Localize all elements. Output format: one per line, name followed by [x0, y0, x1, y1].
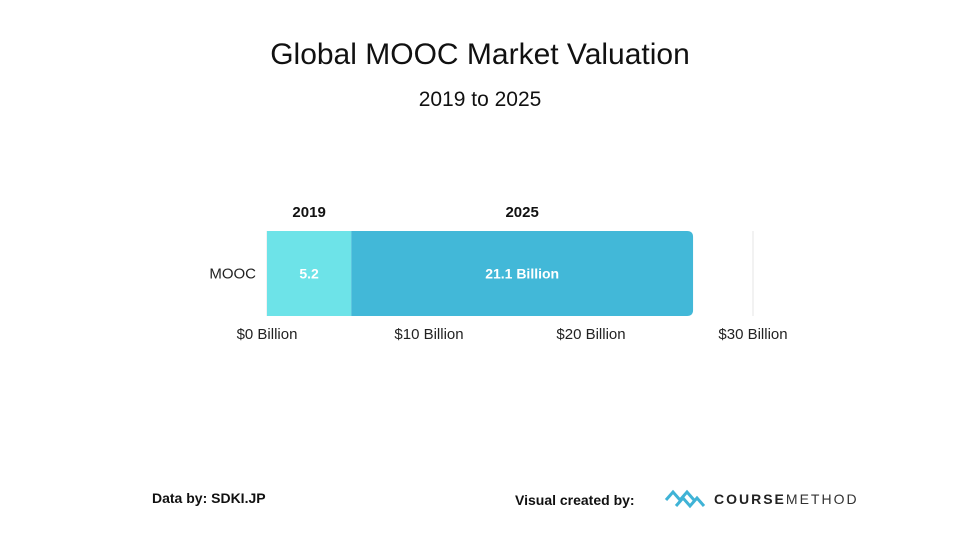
- x-tick-label-0: $0 Billion: [237, 326, 298, 343]
- chart-title: Global MOOC Market Valuation: [270, 38, 690, 71]
- logo-wordmark: COURSEMETHOD: [714, 491, 859, 507]
- series-label-2025: 2025: [505, 204, 538, 221]
- x-tick-label-2: $20 Billion: [556, 326, 625, 343]
- x-tick-label-1: $10 Billion: [394, 326, 463, 343]
- data-source-label: Data by: SDKI.JP: [152, 490, 266, 506]
- x-tick-label-3: $30 Billion: [718, 326, 787, 343]
- bar-2025: [351, 231, 694, 316]
- logo-text-light: METHOD: [785, 491, 859, 507]
- bar-2019: [267, 231, 352, 316]
- logo-text-bold: COURSE: [714, 491, 786, 507]
- coursemethod-logo-icon: [664, 489, 706, 509]
- coursemethod-logo: COURSEMETHOD: [664, 486, 859, 512]
- series-label-2019: 2019: [292, 204, 325, 221]
- data-label-2025: 21.1 Billion: [485, 266, 559, 282]
- credit-label: Visual created by:: [515, 492, 635, 508]
- data-label-2019: 5.2: [299, 266, 319, 282]
- category-label: MOOC: [209, 266, 256, 283]
- chart-subtitle: 2019 to 2025: [418, 88, 542, 111]
